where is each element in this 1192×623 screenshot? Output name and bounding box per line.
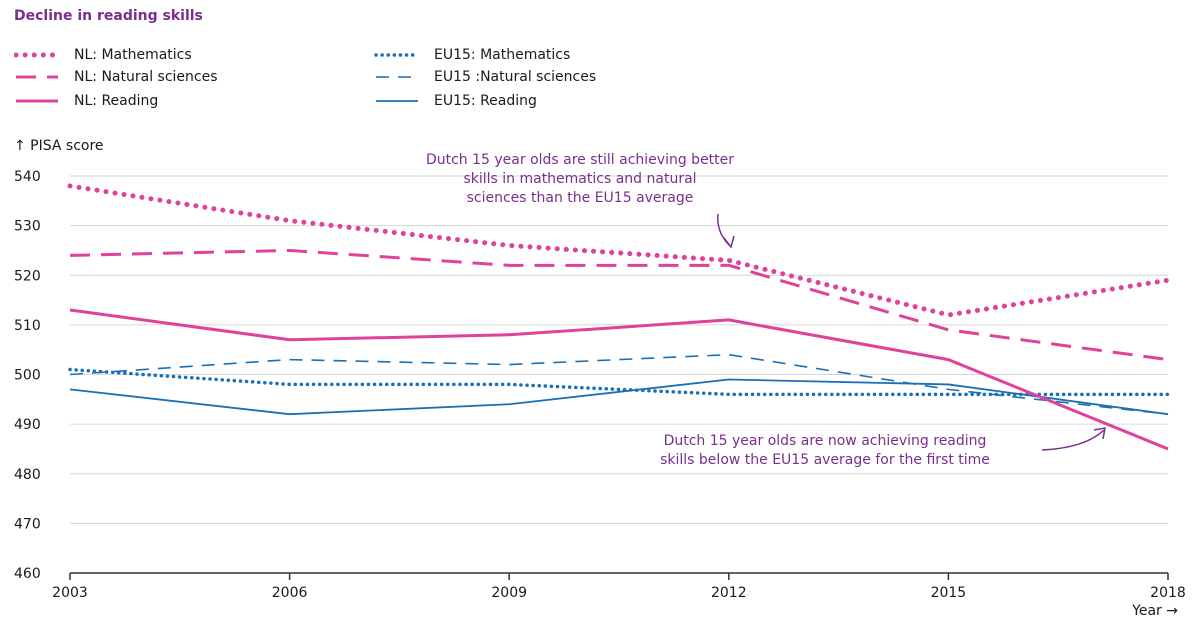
y-tick-label: 480 xyxy=(14,467,41,483)
legend-swatch xyxy=(376,76,418,78)
annotation-line: Dutch 15 year olds are still achieving b… xyxy=(425,152,735,168)
chart-title: Decline in reading skills xyxy=(14,8,203,24)
annotation-bottom-arrowhead xyxy=(1093,427,1106,440)
annotation-top: Dutch 15 year olds are still achieving b… xyxy=(380,151,780,208)
legend-item: EU15 :Natural sciences xyxy=(374,66,596,88)
annotation-top-arrowhead xyxy=(723,235,735,249)
x-tick-label: 2015 xyxy=(931,585,967,601)
legend-swatch xyxy=(374,53,420,57)
legend-swatch xyxy=(14,52,60,58)
legend-label: EU15 :Natural sciences xyxy=(434,69,597,85)
legend-swatch xyxy=(16,99,58,103)
x-tick-label: 2012 xyxy=(711,585,747,601)
legend-item: EU15: Mathematics xyxy=(374,44,570,66)
y-tick-label: 510 xyxy=(14,318,41,334)
x-tick-label: 2018 xyxy=(1150,585,1186,601)
y-tick-label: 470 xyxy=(14,516,41,532)
legend: NL: Mathematics NL: Natural sciences NL: R… xyxy=(14,44,714,114)
y-tick-label: 490 xyxy=(14,417,41,433)
series-line-eu15-natural-sciences xyxy=(69,353,1169,415)
series-line-nl-mathematics xyxy=(67,183,1171,318)
legend-swatch xyxy=(16,75,58,79)
legend-item: NL: Mathematics xyxy=(14,44,192,66)
legend-item: EU15: Reading xyxy=(374,90,537,112)
annotation-top-arrow xyxy=(717,213,731,247)
annotation-line: skills below the EU15 average for the fi… xyxy=(660,452,990,468)
y-tick-label: 520 xyxy=(14,268,41,284)
annotation-bottom-arrow xyxy=(1041,429,1105,451)
legend-label: EU15: Reading xyxy=(434,93,537,109)
y-axis-label: ↑ PISA score xyxy=(14,138,104,154)
series-line-eu15-mathematics xyxy=(68,367,1170,397)
annotation-line: sciences than the EU15 average xyxy=(466,190,694,206)
series-line-eu15-reading xyxy=(69,378,1169,416)
legend-label: EU15: Mathematics xyxy=(434,47,571,63)
legend-swatch xyxy=(376,100,418,102)
x-tick-label: 2006 xyxy=(272,585,308,601)
legend-label: NL: Mathematics xyxy=(74,47,192,63)
legend-label: NL: Natural sciences xyxy=(74,69,218,85)
annotation-line: Dutch 15 year olds are now achieving rea… xyxy=(663,433,987,449)
y-tick-label: 540 xyxy=(14,169,41,185)
series-line-nl-reading xyxy=(69,308,1169,451)
annotation-bottom: Dutch 15 year olds are now achieving rea… xyxy=(595,432,1055,470)
x-tick-label: 2009 xyxy=(491,585,527,601)
x-axis-label: Year → xyxy=(1132,603,1178,619)
legend-item: NL: Natural sciences xyxy=(14,66,218,88)
y-tick-label: 530 xyxy=(14,219,41,235)
annotation-line: skills in mathematics and natural xyxy=(463,171,697,187)
x-tick-label: 2003 xyxy=(52,585,88,601)
legend-label: NL: Reading xyxy=(74,93,159,109)
y-tick-label: 500 xyxy=(14,368,41,384)
legend-item: NL: Reading xyxy=(14,90,158,112)
y-tick-label: 460 xyxy=(14,566,41,582)
